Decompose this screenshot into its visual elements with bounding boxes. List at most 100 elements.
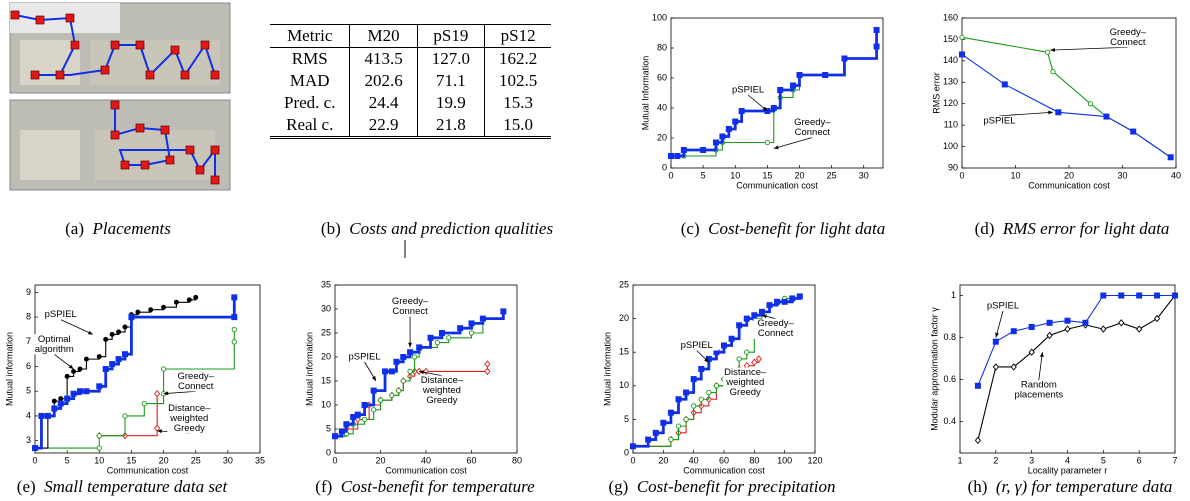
table-cell: 127.0 [417, 48, 484, 71]
marker [653, 430, 658, 435]
marker [669, 437, 673, 441]
y-tick-label: 15 [619, 347, 629, 357]
marker [344, 422, 349, 427]
x-axis-label: Communication cost [1028, 180, 1110, 190]
marker [401, 355, 406, 360]
marker [339, 429, 344, 434]
marker [1011, 329, 1016, 334]
figure: (a) Placements(b) Costs and prediction q… [0, 0, 1190, 501]
marker [394, 359, 399, 364]
x-tick-label: 20 [159, 455, 169, 465]
caption-text: RMS error for light data [1002, 219, 1170, 238]
annotation: Greedy [730, 387, 761, 398]
caption: (g) Cost-benefit for precipitation [609, 477, 836, 496]
table-cell: 162.2 [484, 48, 551, 71]
marker [58, 401, 63, 406]
x-axis-label: Communication cost [736, 180, 818, 190]
caption-label: (g) [609, 477, 629, 496]
caption-text: Placements [92, 219, 172, 238]
marker [722, 343, 727, 348]
marker [194, 295, 198, 299]
marker [84, 389, 89, 394]
marker [1137, 293, 1142, 298]
caption: (f) Cost-benefit for temperature [315, 477, 535, 496]
annotation: placements [1015, 390, 1064, 401]
marker [33, 446, 38, 451]
annotation: algorithm [35, 344, 74, 355]
marker [759, 309, 764, 314]
marker [104, 337, 108, 341]
marker [874, 28, 879, 33]
chart: 051015202530353456789Communication costM… [4, 285, 265, 475]
marker [84, 357, 88, 361]
table-cell: 19.9 [417, 92, 484, 114]
marker [797, 294, 802, 299]
annotation: pSPIEL [732, 85, 764, 96]
y-tick-label: 90 [948, 162, 958, 172]
y-tick-label: 6 [26, 361, 31, 371]
x-axis-label: Locality parameter r [1028, 465, 1108, 475]
y-tick-label: 20 [321, 351, 331, 361]
x-axis-label: Communication cost [107, 465, 189, 475]
marker [681, 148, 686, 153]
chart: 02040608005101520253035Communication cos… [304, 279, 522, 475]
caption-label: (e) [17, 477, 36, 496]
marker [767, 303, 772, 308]
x-tick-label: 35 [255, 455, 265, 465]
marker [232, 295, 237, 300]
caption: (e) Small temperature data set [17, 477, 229, 496]
x-tick-label: 0 [668, 170, 673, 180]
marker [1065, 318, 1070, 323]
x-tick-label: 7 [1172, 455, 1177, 465]
y-axis-label: Mutual information [4, 332, 14, 406]
table-cell: 24.4 [350, 92, 417, 114]
marker [362, 417, 366, 421]
table-cell: 202.6 [350, 70, 417, 92]
caption: (a) Placements [65, 219, 171, 238]
x-tick-label: 20 [658, 455, 668, 465]
x-tick-label: 4 [1065, 455, 1070, 465]
caption-label: (c) [681, 219, 700, 238]
caption-space [628, 477, 637, 496]
y-axis-label: Mutual information [602, 332, 612, 406]
y-tick-label: 0.6 [943, 374, 956, 384]
annotation: pSPIEL [45, 309, 77, 320]
marker [447, 336, 451, 340]
marker [707, 390, 711, 394]
marker [775, 299, 780, 304]
marker [59, 397, 63, 401]
marker [162, 305, 166, 309]
x-tick-label: 5 [701, 170, 706, 180]
y-tick-label: 30 [321, 303, 331, 313]
x-axis-label: Communication cost [385, 465, 467, 475]
marker [174, 300, 178, 304]
marker [408, 369, 412, 373]
marker [699, 367, 704, 372]
y-tick-label: 10 [619, 380, 629, 390]
marker [142, 401, 146, 405]
marker [797, 73, 802, 78]
table-cell: 102.5 [484, 70, 551, 92]
x-tick-label: 1 [957, 455, 962, 465]
marker [469, 331, 473, 335]
marker [765, 140, 769, 144]
marker [469, 321, 474, 326]
x-tick-label: 0 [630, 455, 635, 465]
y-tick-label: 7 [26, 336, 31, 346]
annotation: Connect [758, 328, 794, 339]
annotation: pSPIEL [681, 340, 713, 351]
caption-label: (d) [975, 219, 995, 238]
marker [408, 350, 413, 355]
marker [1056, 110, 1061, 115]
x-tick-label: 80 [512, 455, 522, 465]
annotation: Connect [392, 306, 428, 317]
annotation: Greedy [426, 395, 457, 406]
y-tick-label: 120 [943, 98, 958, 108]
marker [691, 377, 696, 382]
marker [97, 434, 101, 438]
page: (a) Placements(b) Costs and prediction q… [0, 0, 1190, 501]
y-axis-label: RMS error [931, 72, 941, 114]
marker [123, 414, 127, 418]
marker [45, 413, 50, 418]
